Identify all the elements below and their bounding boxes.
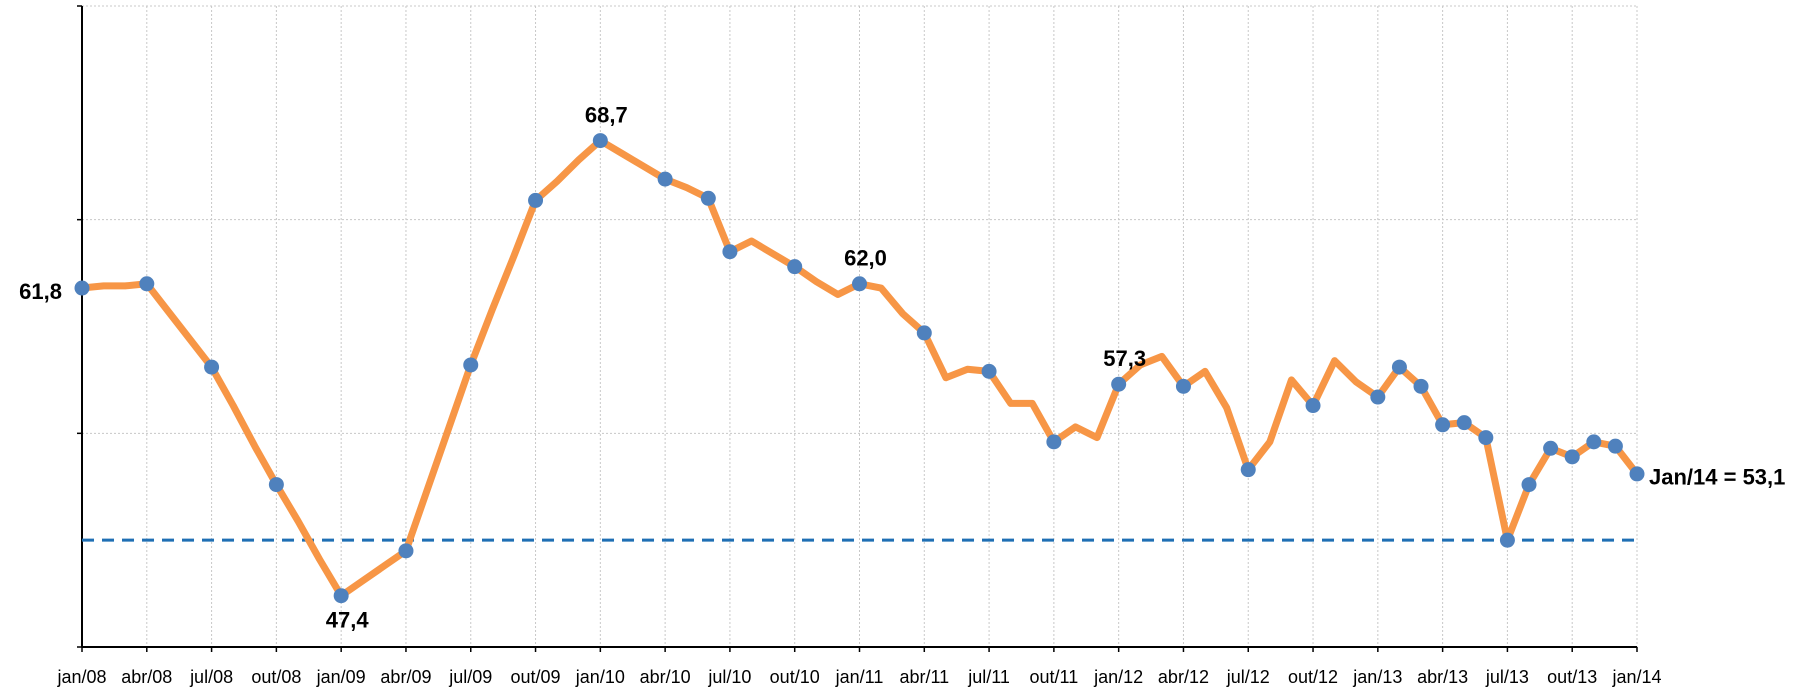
data-point [1046, 434, 1062, 450]
x-tick-label: jan/09 [316, 667, 366, 687]
data-point [333, 588, 349, 604]
data-point [1240, 462, 1256, 478]
data-point [398, 543, 414, 559]
data-point [1391, 359, 1407, 375]
value-label: 57,3 [1103, 346, 1146, 371]
x-tick-label: abr/12 [1158, 667, 1209, 687]
x-tick-label: out/09 [511, 667, 561, 687]
x-tick-label: jul/08 [189, 667, 233, 687]
data-point [722, 244, 738, 260]
data-point [1413, 378, 1429, 394]
value-label: Jan/14 = 53,1 [1649, 465, 1785, 490]
data-point [916, 325, 932, 341]
x-tick-label: abr/08 [121, 667, 172, 687]
x-tick-label: out/12 [1288, 667, 1338, 687]
data-point [268, 477, 284, 493]
data-point [592, 133, 608, 149]
value-label: 62,0 [844, 246, 887, 271]
data-point [852, 276, 867, 292]
x-tick-label: jul/10 [707, 667, 751, 687]
data-point [981, 363, 997, 379]
data-point [204, 359, 220, 375]
data-point [1111, 376, 1127, 392]
x-tick-label: jul/12 [1226, 667, 1270, 687]
x-tick-label: jul/11 [967, 667, 1010, 687]
data-point [1629, 466, 1645, 482]
x-tick-label: jul/13 [1485, 667, 1529, 687]
data-point [74, 280, 90, 296]
x-tick-label: jan/11 [835, 667, 884, 687]
x-tick-label: out/10 [770, 667, 820, 687]
data-point [139, 276, 155, 292]
x-tick-label: abr/13 [1417, 667, 1468, 687]
data-point [1435, 417, 1451, 433]
data-point [657, 171, 673, 187]
value-label: 61,8 [19, 279, 62, 304]
data-point [1305, 398, 1321, 414]
x-tick-label: abr/09 [380, 667, 431, 687]
value-label: 68,7 [585, 102, 628, 127]
x-tick-label: jan/10 [575, 667, 625, 687]
value-label: 47,4 [326, 608, 370, 633]
data-point [787, 259, 803, 275]
x-tick-label: jan/08 [56, 667, 106, 687]
x-tick-label: jul/09 [448, 667, 492, 687]
data-point [700, 190, 716, 206]
x-tick-label: jan/12 [1093, 667, 1143, 687]
x-tick-label: abr/10 [640, 667, 691, 687]
data-point [1521, 477, 1537, 493]
x-tick-label: abr/11 [899, 667, 949, 687]
data-point [1456, 415, 1472, 431]
x-tick-label: out/11 [1030, 667, 1079, 687]
data-point [1370, 389, 1386, 405]
data-point [1543, 440, 1559, 456]
x-tick-label: jan/13 [1352, 667, 1402, 687]
data-point [463, 357, 479, 373]
data-point [1564, 449, 1580, 465]
data-point [1586, 434, 1602, 450]
data-point [1607, 438, 1623, 454]
x-tick-label: jan/14 [1611, 667, 1661, 687]
data-point [1478, 430, 1494, 446]
data-point [528, 192, 544, 208]
data-point [1175, 378, 1191, 394]
data-point [1499, 532, 1515, 548]
x-tick-label: out/13 [1547, 667, 1597, 687]
x-tick-label: out/08 [251, 667, 301, 687]
